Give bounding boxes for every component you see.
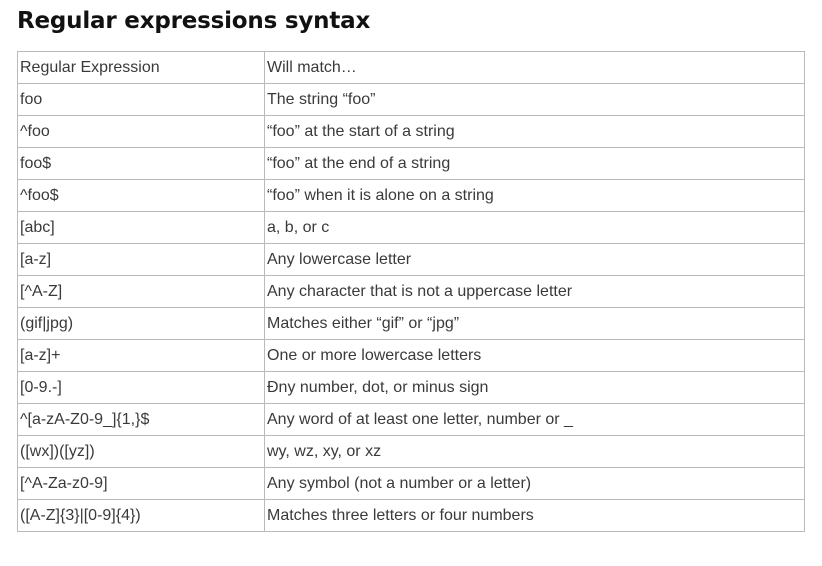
match-description-cell: Any character that is not a uppercase le… (264, 275, 805, 308)
match-description-cell: “foo” at the start of a string (264, 115, 805, 148)
table-row: [^A-Za-z0-9] Any symbol (not a number or … (17, 467, 805, 500)
table-row: [a-z] Any lowercase letter (17, 243, 805, 276)
table-row: ([wx])([yz]) wy, wz, xy, or xz (17, 435, 805, 468)
regex-table: Regular Expression Will match… foo The st… (17, 51, 805, 532)
table-row: (gif|jpg) Matches either “gif” or “jpg” (17, 307, 805, 340)
match-description-cell: The string “foo” (264, 83, 805, 116)
match-description-cell: Matches either “gif” or “jpg” (264, 307, 805, 340)
regex-cell: [^A-Z] (17, 275, 265, 308)
table-row: [0-9.-] Đny number, dot, or minus sign (17, 371, 805, 404)
table-row: [a-z]+ One or more lowercase letters (17, 339, 805, 372)
regex-cell: ([A-Z]{3}|[0-9]{4}) (17, 499, 265, 532)
regex-cell: [a-z]+ (17, 339, 265, 372)
regex-cell: [abc] (17, 211, 265, 244)
page-title: Regular expressions syntax (17, 8, 371, 34)
regex-cell: [0-9.-] (17, 371, 265, 404)
match-description-cell: a, b, or c (264, 211, 805, 244)
match-description-cell: Any symbol (not a number or a letter) (264, 467, 805, 500)
regex-cell: [a-z] (17, 243, 265, 276)
table-header-row: Regular Expression Will match… (17, 51, 805, 84)
table-row: ([A-Z]{3}|[0-9]{4}) Matches three letters… (17, 499, 805, 532)
regex-cell: ^foo$ (17, 179, 265, 212)
table-row: [^A-Z] Any character that is not a upperc… (17, 275, 805, 308)
table-row: foo The string “foo” (17, 83, 805, 116)
regex-cell: foo (17, 83, 265, 116)
regex-cell: (gif|jpg) (17, 307, 265, 340)
match-description-cell: Any word of at least one letter, number … (264, 403, 805, 436)
regex-cell: ^[a-zA-Z0-9_]{1,}$ (17, 403, 265, 436)
page: Regular expressions syntax Regular Expre… (17, 8, 805, 532)
match-description-cell: “foo” when it is alone on a string (264, 179, 805, 212)
regex-cell: foo$ (17, 147, 265, 180)
table-row: ^foo$ “foo” when it is alone on a string (17, 179, 805, 212)
match-description-cell: Matches three letters or four numbers (264, 499, 805, 532)
table-row: foo$ “foo” at the end of a string (17, 147, 805, 180)
header-will-match: Will match… (264, 51, 805, 84)
regex-cell: ^foo (17, 115, 265, 148)
table-row: [abc] a, b, or c (17, 211, 805, 244)
regex-cell: [^A-Za-z0-9] (17, 467, 265, 500)
table-row: ^[a-zA-Z0-9_]{1,}$ Any word of at least o… (17, 403, 805, 436)
match-description-cell: wy, wz, xy, or xz (264, 435, 805, 468)
header-regular-expression: Regular Expression (17, 51, 265, 84)
match-description-cell: Any lowercase letter (264, 243, 805, 276)
regex-table-body: Regular Expression Will match… foo The st… (17, 51, 805, 532)
regex-cell: ([wx])([yz]) (17, 435, 265, 468)
match-description-cell: One or more lowercase letters (264, 339, 805, 372)
match-description-cell: Đny number, dot, or minus sign (264, 371, 805, 404)
table-row: ^foo “foo” at the start of a string (17, 115, 805, 148)
match-description-cell: “foo” at the end of a string (264, 147, 805, 180)
